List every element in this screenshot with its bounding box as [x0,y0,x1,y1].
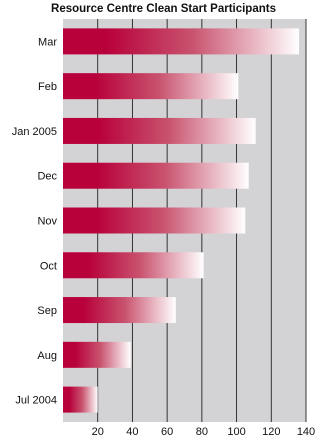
x-tick-label-40: 40 [126,426,138,438]
category-label-jul-2004: Jul 2004 [15,395,57,407]
category-label-nov: Nov [37,216,57,228]
bar-sep [63,297,176,324]
category-label-oct: Oct [40,260,57,272]
x-tick-label-100: 100 [227,426,245,438]
x-tick-label-120: 120 [262,426,280,438]
category-label-jan-2005: Jan 2005 [12,126,57,138]
bar-nov [63,207,246,234]
bars [63,28,300,413]
bar-mar [63,28,300,55]
bar-oct [63,252,204,279]
bar-jul-2004 [63,386,98,413]
x-tick-label-20: 20 [92,426,104,438]
category-label-aug: Aug [37,350,57,362]
chart-title: Resource Centre Clean Start Participants [51,3,276,15]
category-label-feb: Feb [38,81,57,93]
category-label-sep: Sep [37,305,57,317]
x-tick-label-60: 60 [161,426,173,438]
category-label-dec: Dec [37,171,57,183]
bar-dec [63,162,249,189]
category-label-mar: Mar [38,36,57,48]
bar-jan-2005 [63,117,256,144]
x-tick-label-140: 140 [297,426,315,438]
x-tick-label-80: 80 [196,426,208,438]
x-axis-tick-labels: 20 40 60 80 100 120 140 [92,426,316,438]
bar-feb [63,73,239,100]
bar-aug [63,341,131,368]
category-labels: Mar Feb Jan 2005 Dec Nov Oct Sep Aug Jul 2004 [12,36,58,406]
